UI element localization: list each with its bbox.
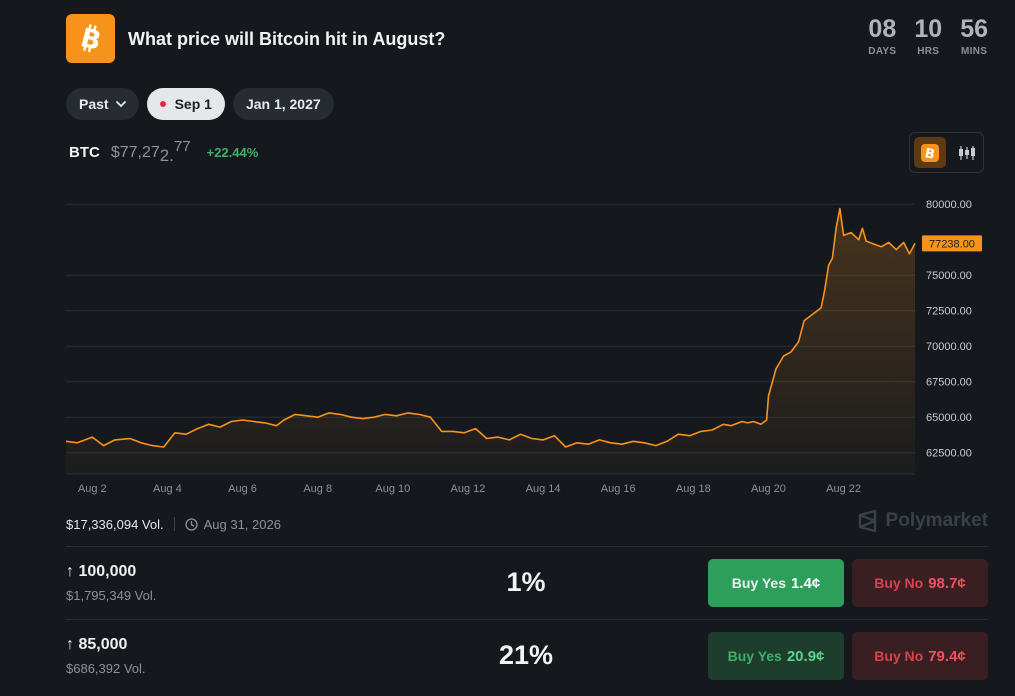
chart-series [65,207,916,474]
line-chart-button[interactable]: B [914,137,946,168]
y-tick-label: 72500.00 [926,306,972,318]
buy-yes-button[interactable]: Buy Yes 1.4¢ [708,559,844,607]
x-tick-label: Aug 14 [526,483,561,495]
series-area [66,208,915,474]
candlestick-icon [959,145,976,160]
x-tick-label: Aug 2 [78,483,107,495]
price-sub: 2. [159,146,174,165]
polymarket-brand: Polymarket [858,510,988,532]
y-tick-label: 62500.00 [926,448,972,460]
x-tick-label: Aug 18 [676,483,711,495]
countdown-hours: 10 HRS [914,15,942,57]
filter-sep-1-label: Sep 1 [174,96,212,112]
y-axis: 80000.00 75000.00 72500.00 70000.00 67500.00… [926,199,972,460]
filter-jan-2027-label: Jan 1, 2027 [245,96,321,112]
filter-sep-1[interactable]: Sep 1 [146,88,225,120]
bitcoin-icon: B [920,143,939,163]
buy-no-label: Buy No [874,575,924,591]
buy-yes-label: Buy Yes [727,648,782,664]
past-dropdown[interactable]: Past [66,88,139,120]
buy-yes-button[interactable]: Buy Yes 20.9¢ [708,632,844,680]
market-title: What price will Bitcoin hit in August? [128,29,446,49]
countdown-timer: 08 DAYS 10 HRS 56 MINS [868,15,988,57]
price-chart: 80000.00 75000.00 72500.00 70000.00 67500.00… [65,199,982,495]
market-probability: 21% [498,640,554,670]
market-header: B What price will Bitcoin hit in August?… [66,14,988,64]
market-volume: $686,392 Vol. [66,661,146,676]
x-axis: Aug 2 Aug 4 Aug 6 Aug 8 Aug 10 Aug 12 Aug 14 Au… [78,483,861,495]
divider [173,517,175,531]
buy-no-button[interactable]: Buy No 79.4¢ [852,632,988,680]
filter-jan-2027[interactable]: Jan 1, 2027 [232,88,334,120]
current-price: $77,272.77 [110,138,191,165]
polymarket-wordmark: Polymarket [885,510,988,531]
countdown-minutes-label: MINS [960,46,988,57]
clock-icon [184,517,198,531]
y-tick-label: 70000.00 [926,341,972,353]
buy-no-label: Buy No [874,648,924,664]
countdown-hours-value: 10 [914,15,943,43]
price-sup: 77 [173,138,191,155]
y-tick-label: 65000.00 [926,412,972,424]
countdown-days: 08 DAYS [868,15,896,57]
market-row[interactable]: ↑ 85,000 $686,392 Vol. 21% Buy Yes 20.9¢ … [66,619,988,693]
series-line [65,207,916,448]
buy-no-price: 79.4¢ [928,647,966,665]
x-tick-label: Aug 20 [751,483,786,495]
market-probability: 1% [506,567,546,597]
x-tick-label: Aug 6 [228,483,257,495]
bitcoin-logo-icon: B [66,14,115,63]
price-summary: BTC $77,272.77 +22.44% [69,138,259,165]
x-tick-label: Aug 4 [153,483,182,495]
svg-text:B: B [923,146,936,163]
current-price-marker: 77238.00 [922,235,982,252]
volume-row: $17,336,094 Vol. Aug 31, 2026 Polymarket [66,510,988,534]
buy-no-button[interactable]: Buy No 98.7¢ [852,559,988,607]
polymarket-logo-icon [858,510,876,532]
ticker-symbol: BTC [69,144,100,161]
market-label: ↑ 85,000 [66,636,128,653]
market-row[interactable]: ↑ 100,000 $1,795,349 Vol. 1% Buy Yes 1.4¢… [66,546,988,620]
x-tick-label: Aug 16 [601,483,636,495]
total-volume: $17,336,094 Vol. [66,516,164,532]
chevron-down-icon [115,100,126,107]
candlestick-chart-button[interactable] [952,137,984,168]
countdown-days-label: DAYS [868,46,897,57]
y-tick-label: 80000.00 [926,199,972,211]
countdown-hours-label: HRS [917,46,940,57]
current-price-label: 77238.00 [929,238,975,250]
y-tick-label: 67500.00 [926,377,972,389]
y-tick-label: 75000.00 [926,270,972,282]
countdown-minutes-value: 56 [960,15,988,43]
buy-yes-price: 20.9¢ [786,647,825,665]
chart-type-toggle: B [909,132,984,173]
market-label: ↑ 100,000 [66,563,137,580]
countdown-minutes: 56 MINS [960,15,988,57]
x-tick-label: Aug 10 [375,483,410,495]
x-tick-label: Aug 12 [451,483,486,495]
price-main: $77,27 [110,144,160,161]
past-dropdown-label: Past [79,96,109,112]
x-tick-label: Aug 22 [826,483,861,495]
end-date: Aug 31, 2026 [203,516,281,532]
live-dot-icon [159,101,166,107]
date-filter-pills: Past Sep 1 Jan 1, 2027 [66,88,334,120]
buy-yes-price: 1.4¢ [791,574,821,592]
current-price-tag [922,235,982,252]
market-volume: $1,795,349 Vol. [66,588,157,603]
buy-no-price: 98.7¢ [928,574,966,592]
buy-yes-label: Buy Yes [731,575,787,591]
x-tick-label: Aug 8 [303,483,332,495]
countdown-days-value: 08 [868,15,897,43]
price-change: +22.44% [206,145,259,160]
